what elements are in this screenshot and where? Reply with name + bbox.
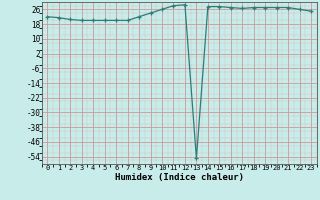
X-axis label: Humidex (Indice chaleur): Humidex (Indice chaleur) [115,173,244,182]
